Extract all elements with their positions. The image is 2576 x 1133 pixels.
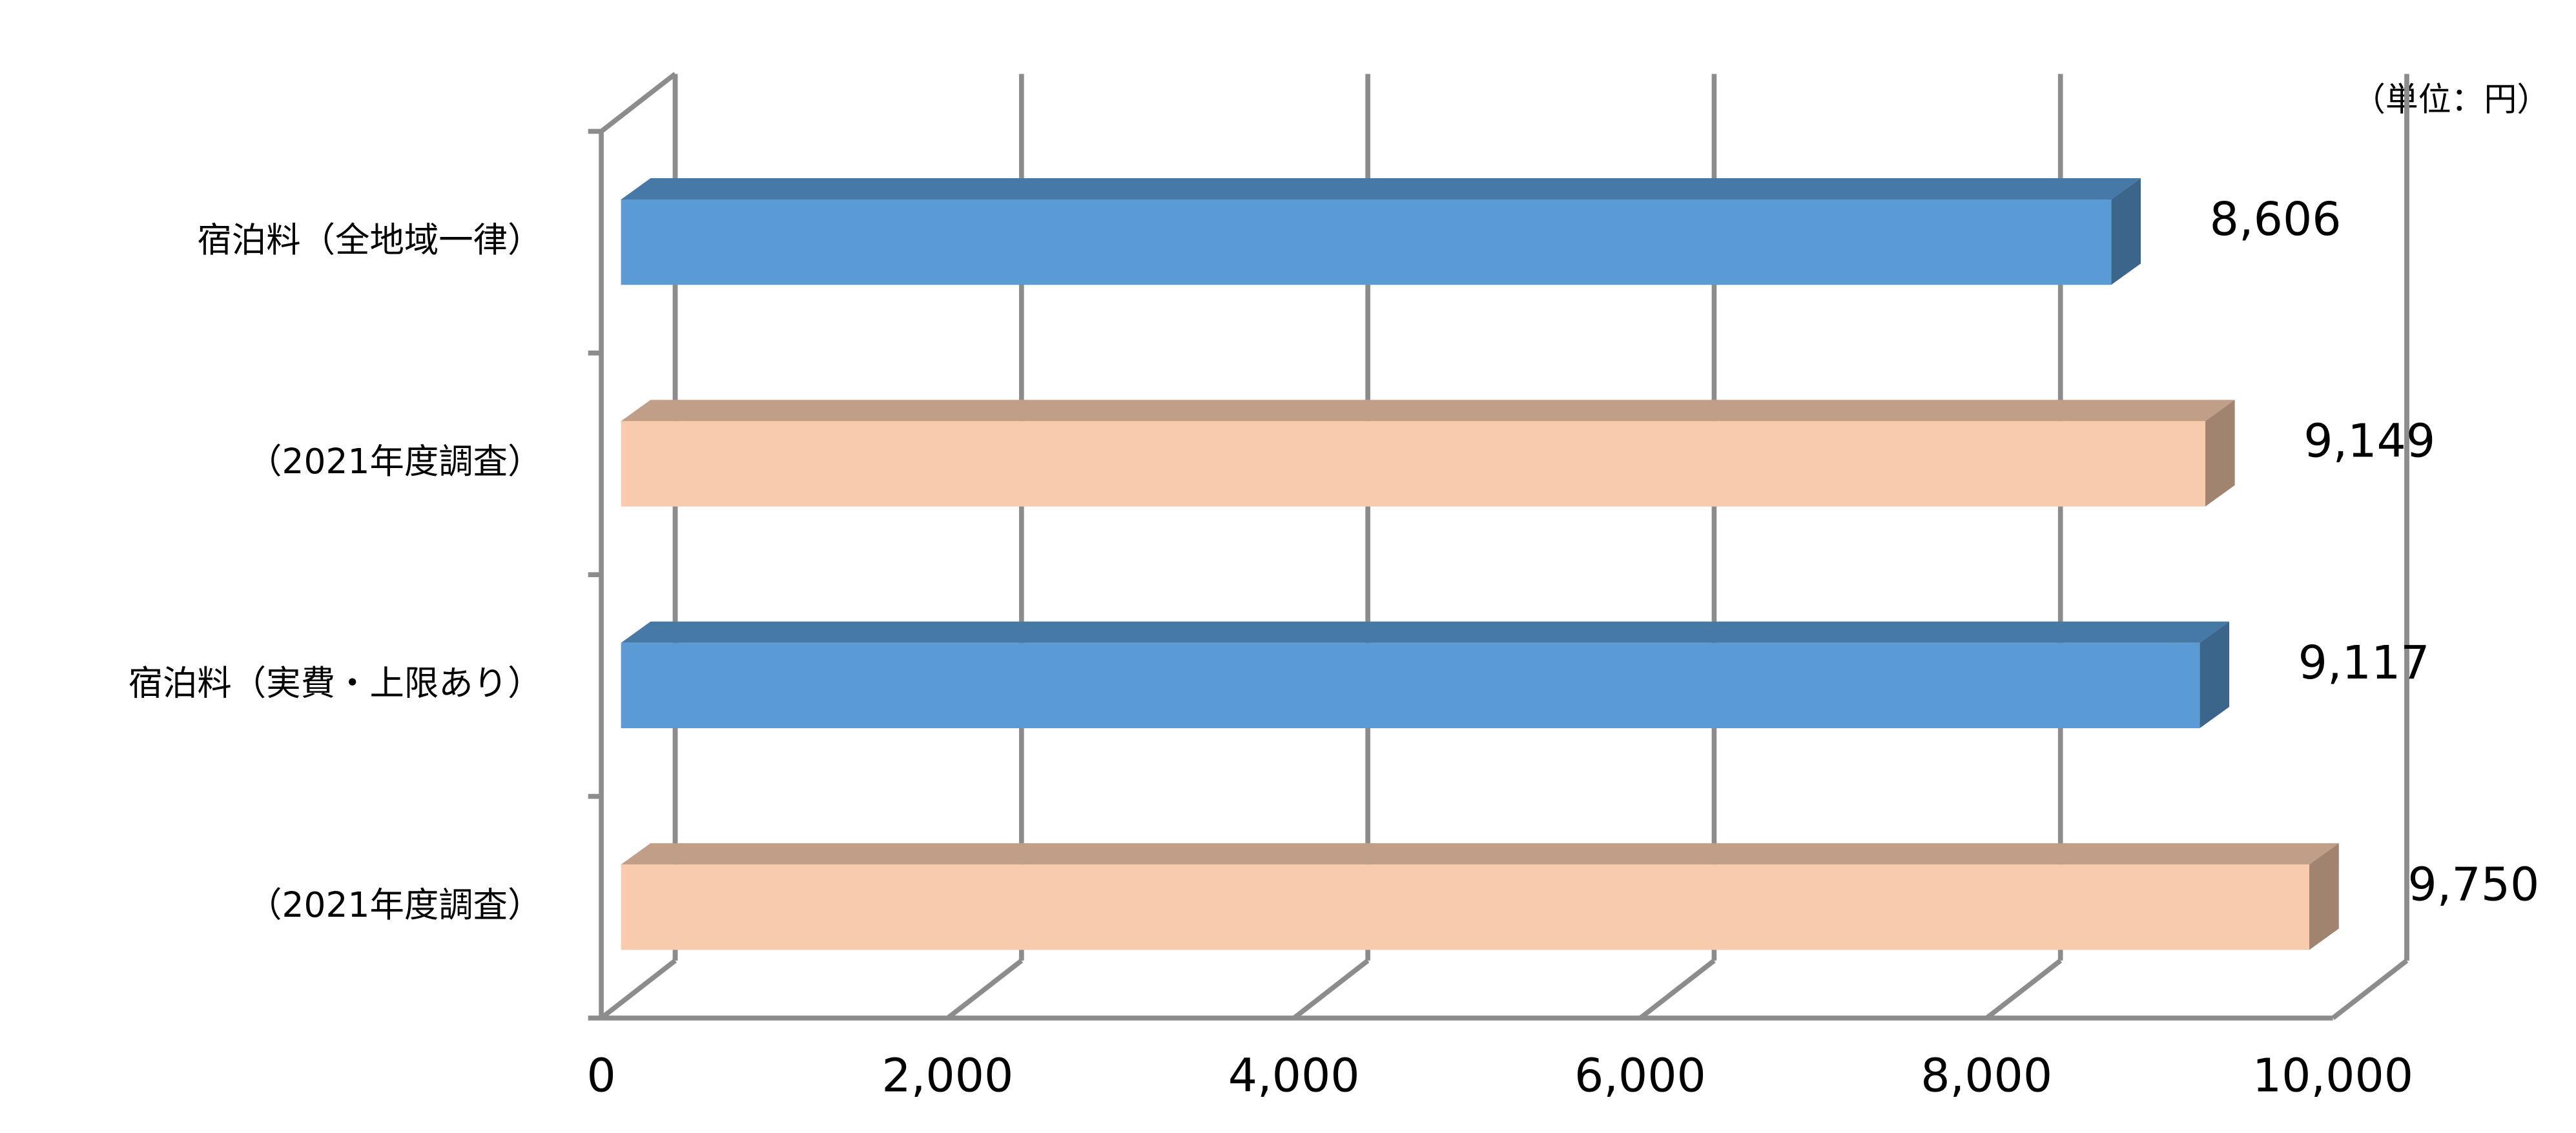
value-label: 9,117 bbox=[2298, 636, 2430, 689]
bar-top bbox=[621, 621, 2230, 643]
bar-side bbox=[2200, 621, 2230, 729]
category-label: 宿泊料（実費・上限あり） bbox=[129, 663, 542, 704]
bar-top bbox=[621, 178, 2141, 200]
grid-line bbox=[1638, 958, 1716, 1020]
grid-line bbox=[1984, 958, 2063, 1020]
bar bbox=[621, 400, 2235, 507]
bar-front bbox=[621, 864, 2309, 950]
value-label: 9,149 bbox=[2303, 414, 2435, 468]
grid-line bbox=[599, 958, 677, 1020]
x-tick-label: 6,000 bbox=[1574, 1049, 1706, 1103]
bar-front bbox=[621, 199, 2112, 285]
bar-side bbox=[2111, 178, 2141, 285]
x-tick-label: 2,000 bbox=[881, 1049, 1013, 1103]
bar bbox=[621, 178, 2141, 285]
bar-top bbox=[621, 400, 2235, 422]
bar-side bbox=[2205, 400, 2235, 507]
category-label: （2021年度調査） bbox=[247, 884, 542, 925]
bar bbox=[621, 843, 2339, 950]
x-tick-label: 4,000 bbox=[1228, 1049, 1360, 1103]
bar-top bbox=[621, 843, 2339, 865]
axis-line bbox=[599, 72, 677, 134]
value-label: 8,606 bbox=[2210, 192, 2342, 246]
unit-annotation: （単位：円） bbox=[2353, 81, 2550, 119]
grid-line bbox=[2331, 958, 2409, 1020]
category-label: 宿泊料（全地域一律） bbox=[197, 219, 542, 260]
grid-line bbox=[1292, 958, 1370, 1020]
x-tick-label: 0 bbox=[586, 1049, 615, 1103]
value-label: 9,750 bbox=[2407, 857, 2539, 911]
grid-line bbox=[946, 958, 1024, 1020]
bar bbox=[621, 621, 2230, 729]
category-label: （2021年度調査） bbox=[247, 441, 542, 482]
bar-front bbox=[621, 421, 2205, 507]
bar-side bbox=[2309, 843, 2339, 950]
x-tick-label: 10,000 bbox=[2252, 1049, 2413, 1103]
x-tick-label: 8,000 bbox=[1921, 1049, 2052, 1103]
bar-front bbox=[621, 642, 2200, 729]
